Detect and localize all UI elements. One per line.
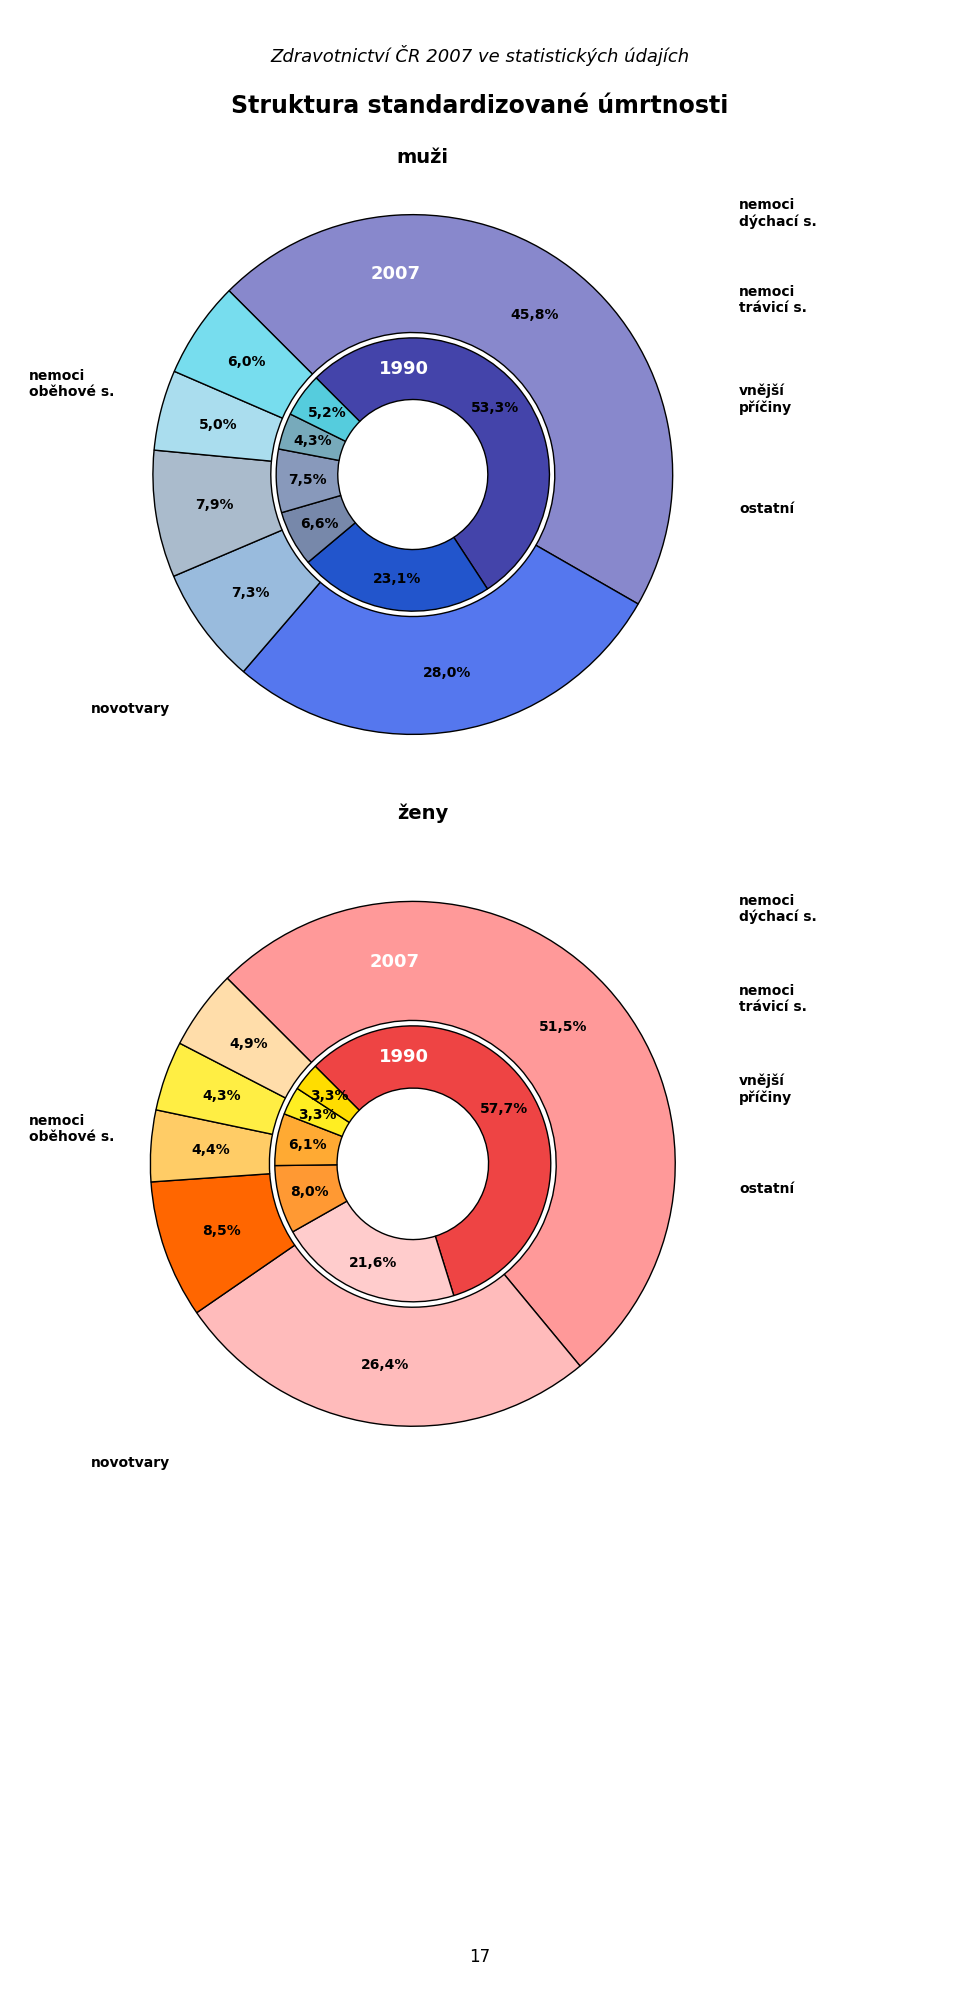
Wedge shape <box>276 450 341 513</box>
Wedge shape <box>180 979 311 1099</box>
Wedge shape <box>154 372 282 462</box>
Text: 7,5%: 7,5% <box>288 472 326 486</box>
Wedge shape <box>298 1067 359 1123</box>
Text: 4,3%: 4,3% <box>293 434 332 448</box>
Text: 23,1%: 23,1% <box>373 571 421 585</box>
Wedge shape <box>175 292 312 418</box>
Text: 2007: 2007 <box>371 953 420 971</box>
Text: 2007: 2007 <box>371 266 420 284</box>
Text: vnější
příčiny: vnější příčiny <box>739 1073 792 1105</box>
Text: 45,8%: 45,8% <box>511 308 560 322</box>
Text: ostatní: ostatní <box>739 501 794 517</box>
Wedge shape <box>156 1043 285 1135</box>
Text: 53,3%: 53,3% <box>470 402 519 416</box>
Wedge shape <box>275 1113 342 1165</box>
Wedge shape <box>315 1025 551 1295</box>
Wedge shape <box>278 414 346 460</box>
Text: ostatní: ostatní <box>739 1181 794 1197</box>
Wedge shape <box>284 1089 349 1137</box>
Text: 1990: 1990 <box>378 1049 428 1067</box>
Text: 28,0%: 28,0% <box>422 665 471 679</box>
Text: nemoci
oběhové s.: nemoci oběhové s. <box>29 368 114 400</box>
Text: 17: 17 <box>469 1948 491 1966</box>
Text: 4,9%: 4,9% <box>229 1037 269 1051</box>
Wedge shape <box>151 1109 273 1183</box>
Text: nemoci
trávicí s.: nemoci trávicí s. <box>739 983 807 1015</box>
Wedge shape <box>197 1245 580 1427</box>
Wedge shape <box>316 338 549 589</box>
Text: 8,0%: 8,0% <box>290 1185 329 1199</box>
Text: muži: muži <box>396 148 448 168</box>
Text: 7,9%: 7,9% <box>195 498 233 511</box>
Wedge shape <box>244 545 638 735</box>
Wedge shape <box>174 529 321 671</box>
Text: 26,4%: 26,4% <box>361 1359 409 1373</box>
Wedge shape <box>290 378 360 442</box>
Wedge shape <box>293 1201 454 1303</box>
Wedge shape <box>151 1173 295 1313</box>
Wedge shape <box>228 901 675 1367</box>
Text: 7,3%: 7,3% <box>231 585 270 599</box>
Text: ženy: ženy <box>396 803 448 823</box>
Text: 4,3%: 4,3% <box>203 1089 241 1103</box>
Text: nemoci
dýchací s.: nemoci dýchací s. <box>739 198 817 230</box>
Text: 51,5%: 51,5% <box>539 1021 588 1035</box>
Text: 6,6%: 6,6% <box>300 517 339 531</box>
Text: 57,7%: 57,7% <box>480 1101 528 1115</box>
Text: Struktura standardizované úmrtnosti: Struktura standardizované úmrtnosti <box>231 94 729 118</box>
Text: 3,3%: 3,3% <box>299 1109 337 1123</box>
Text: 8,5%: 8,5% <box>202 1223 241 1239</box>
Text: 5,2%: 5,2% <box>307 406 347 420</box>
Wedge shape <box>308 523 488 611</box>
Text: 3,3%: 3,3% <box>311 1089 349 1103</box>
Text: 4,4%: 4,4% <box>191 1143 229 1157</box>
Text: 1990: 1990 <box>378 360 428 378</box>
Text: 6,1%: 6,1% <box>288 1137 327 1151</box>
Text: nemoci
trávicí s.: nemoci trávicí s. <box>739 284 807 316</box>
Wedge shape <box>281 496 355 561</box>
Text: vnější
příčiny: vnější příčiny <box>739 384 792 416</box>
Text: 6,0%: 6,0% <box>228 354 266 368</box>
Wedge shape <box>153 450 282 575</box>
Text: Zdravotnictví ČR 2007 ve statistických údajích: Zdravotnictví ČR 2007 ve statistických ú… <box>271 44 689 66</box>
Text: nemoci
dýchací s.: nemoci dýchací s. <box>739 893 817 925</box>
Text: 21,6%: 21,6% <box>349 1257 397 1271</box>
Wedge shape <box>275 1165 347 1233</box>
Text: novotvary: novotvary <box>91 701 170 717</box>
Text: 5,0%: 5,0% <box>199 418 237 432</box>
Text: nemoci
oběhové s.: nemoci oběhové s. <box>29 1113 114 1145</box>
Text: novotvary: novotvary <box>91 1455 170 1471</box>
Wedge shape <box>229 214 673 603</box>
